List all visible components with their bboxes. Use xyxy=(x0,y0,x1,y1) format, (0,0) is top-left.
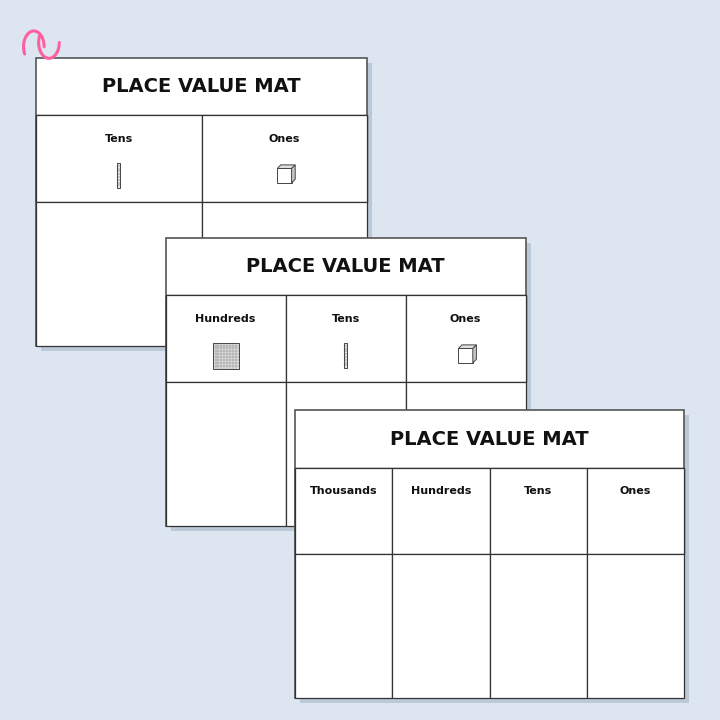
FancyBboxPatch shape xyxy=(295,468,392,554)
FancyBboxPatch shape xyxy=(295,468,684,554)
Text: Hundreds: Hundreds xyxy=(195,313,256,323)
Polygon shape xyxy=(277,168,292,183)
FancyBboxPatch shape xyxy=(295,410,684,698)
FancyBboxPatch shape xyxy=(405,295,526,382)
FancyBboxPatch shape xyxy=(36,58,367,346)
FancyBboxPatch shape xyxy=(295,554,392,698)
FancyBboxPatch shape xyxy=(537,516,540,541)
Polygon shape xyxy=(643,518,647,536)
Text: PLACE VALUE MAT: PLACE VALUE MAT xyxy=(102,77,301,96)
FancyBboxPatch shape xyxy=(166,295,286,382)
FancyBboxPatch shape xyxy=(300,415,689,703)
Text: Tens: Tens xyxy=(524,486,552,496)
FancyBboxPatch shape xyxy=(117,163,120,188)
Polygon shape xyxy=(292,165,295,183)
Polygon shape xyxy=(277,165,295,168)
FancyBboxPatch shape xyxy=(392,468,490,554)
FancyBboxPatch shape xyxy=(202,115,367,202)
FancyBboxPatch shape xyxy=(490,554,587,698)
Polygon shape xyxy=(330,511,361,517)
Polygon shape xyxy=(356,511,361,541)
Text: Ones: Ones xyxy=(450,313,481,323)
FancyBboxPatch shape xyxy=(344,343,347,368)
FancyBboxPatch shape xyxy=(171,243,531,531)
Polygon shape xyxy=(330,517,356,541)
Text: Ones: Ones xyxy=(269,133,300,143)
FancyBboxPatch shape xyxy=(202,202,367,346)
Polygon shape xyxy=(473,345,477,363)
Text: PLACE VALUE MAT: PLACE VALUE MAT xyxy=(246,257,445,276)
FancyBboxPatch shape xyxy=(405,382,526,526)
FancyBboxPatch shape xyxy=(212,343,238,369)
FancyBboxPatch shape xyxy=(286,382,405,526)
Text: Hundreds: Hundreds xyxy=(411,486,471,496)
Text: Thousands: Thousands xyxy=(310,486,377,496)
Text: Tens: Tens xyxy=(331,313,360,323)
FancyBboxPatch shape xyxy=(41,63,372,351)
FancyBboxPatch shape xyxy=(36,115,202,202)
Polygon shape xyxy=(459,348,473,363)
FancyBboxPatch shape xyxy=(587,554,684,698)
FancyBboxPatch shape xyxy=(587,468,684,554)
Text: Tens: Tens xyxy=(104,133,133,143)
Polygon shape xyxy=(459,345,477,348)
FancyBboxPatch shape xyxy=(392,554,490,698)
FancyBboxPatch shape xyxy=(428,516,454,541)
FancyBboxPatch shape xyxy=(490,468,587,554)
FancyBboxPatch shape xyxy=(36,202,202,346)
FancyBboxPatch shape xyxy=(166,238,526,526)
FancyBboxPatch shape xyxy=(166,382,286,526)
FancyBboxPatch shape xyxy=(166,295,526,382)
FancyBboxPatch shape xyxy=(286,295,405,382)
Text: Ones: Ones xyxy=(620,486,651,496)
Text: PLACE VALUE MAT: PLACE VALUE MAT xyxy=(390,430,589,449)
FancyBboxPatch shape xyxy=(36,115,367,202)
Polygon shape xyxy=(628,518,647,521)
Polygon shape xyxy=(628,521,643,536)
